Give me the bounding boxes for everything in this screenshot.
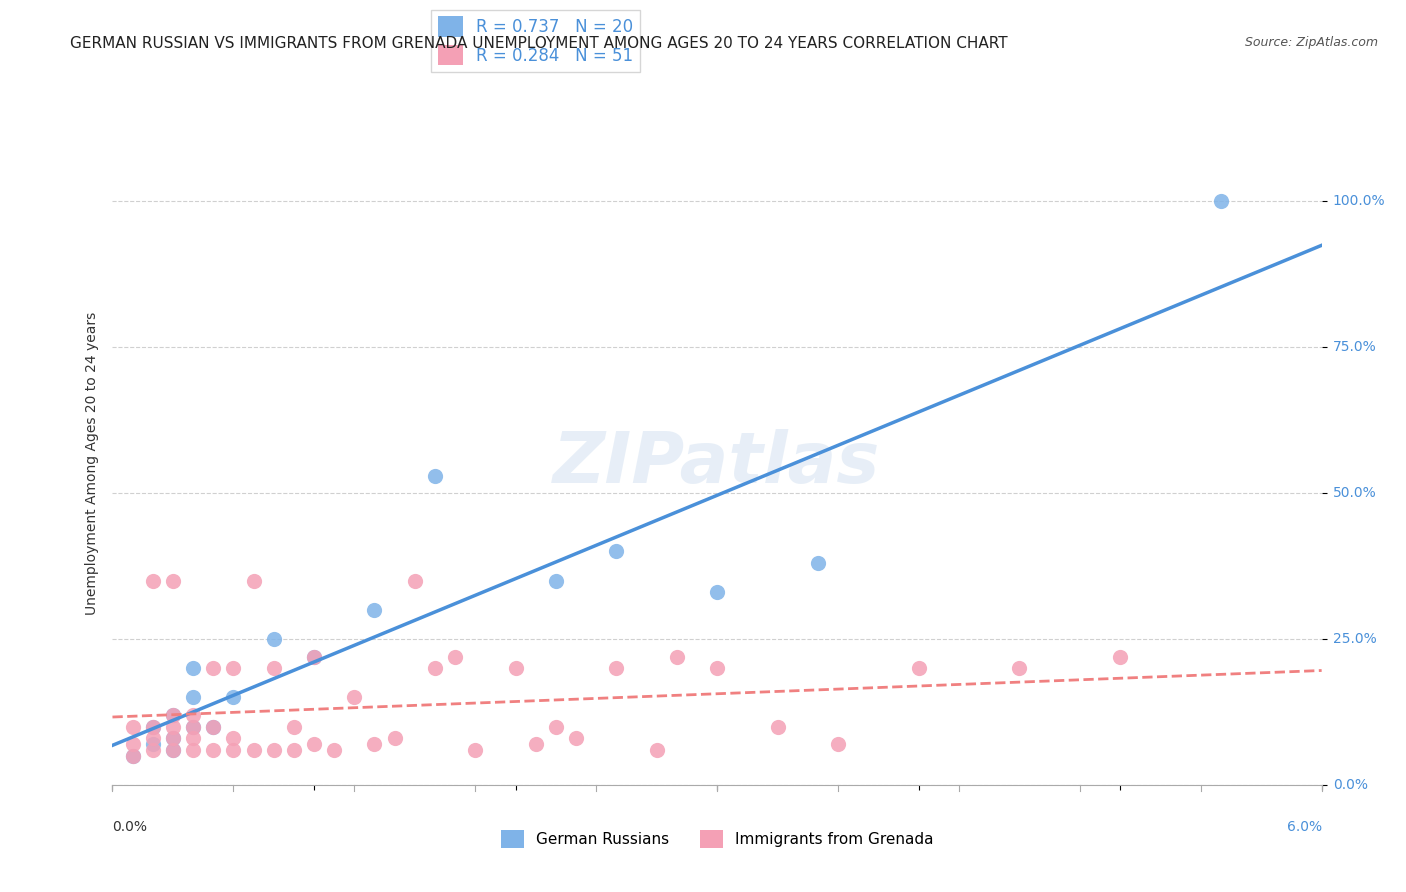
Point bbox=[242, 743, 264, 757]
Text: 6.0%: 6.0% bbox=[1286, 820, 1322, 834]
Point bbox=[121, 748, 143, 763]
Text: 75.0%: 75.0% bbox=[1333, 340, 1376, 354]
Point bbox=[1109, 649, 1132, 664]
Point bbox=[1209, 194, 1232, 208]
Point bbox=[302, 649, 325, 664]
Point bbox=[444, 649, 467, 664]
Point bbox=[181, 743, 204, 757]
Point bbox=[222, 743, 245, 757]
Point bbox=[121, 720, 143, 734]
Point bbox=[121, 748, 143, 763]
Point bbox=[142, 720, 165, 734]
Point bbox=[181, 690, 204, 705]
Point bbox=[202, 661, 225, 675]
Text: ZIPatlas: ZIPatlas bbox=[554, 429, 880, 499]
Point bbox=[242, 574, 264, 588]
Point bbox=[142, 743, 165, 757]
Point bbox=[423, 468, 446, 483]
Point bbox=[202, 720, 225, 734]
Legend: German Russians, Immigrants from Grenada: German Russians, Immigrants from Grenada bbox=[495, 823, 939, 855]
Point bbox=[404, 574, 426, 588]
Point bbox=[121, 737, 143, 751]
Point bbox=[544, 720, 567, 734]
Point bbox=[222, 690, 245, 705]
Point bbox=[323, 743, 346, 757]
Point bbox=[907, 661, 929, 675]
Point bbox=[302, 649, 325, 664]
Y-axis label: Unemployment Among Ages 20 to 24 years: Unemployment Among Ages 20 to 24 years bbox=[84, 312, 98, 615]
Point bbox=[464, 743, 486, 757]
Point bbox=[162, 720, 184, 734]
Point bbox=[202, 743, 225, 757]
Point bbox=[181, 731, 204, 746]
Point bbox=[142, 720, 165, 734]
Point bbox=[263, 661, 285, 675]
Point bbox=[162, 743, 184, 757]
Text: 50.0%: 50.0% bbox=[1333, 486, 1376, 500]
Point bbox=[544, 574, 567, 588]
Point bbox=[142, 737, 165, 751]
Point bbox=[283, 720, 305, 734]
Point bbox=[142, 574, 165, 588]
Point bbox=[162, 731, 184, 746]
Point bbox=[181, 661, 204, 675]
Point bbox=[302, 737, 325, 751]
Text: 100.0%: 100.0% bbox=[1333, 194, 1385, 208]
Point bbox=[202, 720, 225, 734]
Text: 25.0%: 25.0% bbox=[1333, 632, 1376, 646]
Point bbox=[807, 556, 830, 570]
Point bbox=[263, 743, 285, 757]
Point bbox=[766, 720, 789, 734]
Point bbox=[645, 743, 668, 757]
Point bbox=[423, 661, 446, 675]
Point bbox=[384, 731, 406, 746]
Point bbox=[162, 731, 184, 746]
Point bbox=[283, 743, 305, 757]
Point bbox=[363, 603, 385, 617]
Point bbox=[665, 649, 688, 664]
Point bbox=[505, 661, 527, 675]
Point bbox=[706, 661, 728, 675]
Point bbox=[706, 585, 728, 599]
Point bbox=[222, 731, 245, 746]
Point bbox=[162, 574, 184, 588]
Point bbox=[181, 720, 204, 734]
Point bbox=[142, 731, 165, 746]
Point bbox=[162, 707, 184, 722]
Point bbox=[263, 632, 285, 646]
Point bbox=[343, 690, 366, 705]
Text: 0.0%: 0.0% bbox=[112, 820, 148, 834]
Point bbox=[827, 737, 849, 751]
Point bbox=[1008, 661, 1031, 675]
Text: Source: ZipAtlas.com: Source: ZipAtlas.com bbox=[1244, 36, 1378, 49]
Point bbox=[162, 743, 184, 757]
Point bbox=[605, 544, 627, 558]
Point bbox=[181, 707, 204, 722]
Point bbox=[363, 737, 385, 751]
Text: GERMAN RUSSIAN VS IMMIGRANTS FROM GRENADA UNEMPLOYMENT AMONG AGES 20 TO 24 YEARS: GERMAN RUSSIAN VS IMMIGRANTS FROM GRENAD… bbox=[70, 36, 1008, 51]
Point bbox=[181, 720, 204, 734]
Point bbox=[524, 737, 547, 751]
Text: 0.0%: 0.0% bbox=[1333, 778, 1368, 792]
Point bbox=[605, 661, 627, 675]
Point bbox=[162, 707, 184, 722]
Point bbox=[222, 661, 245, 675]
Point bbox=[565, 731, 588, 746]
